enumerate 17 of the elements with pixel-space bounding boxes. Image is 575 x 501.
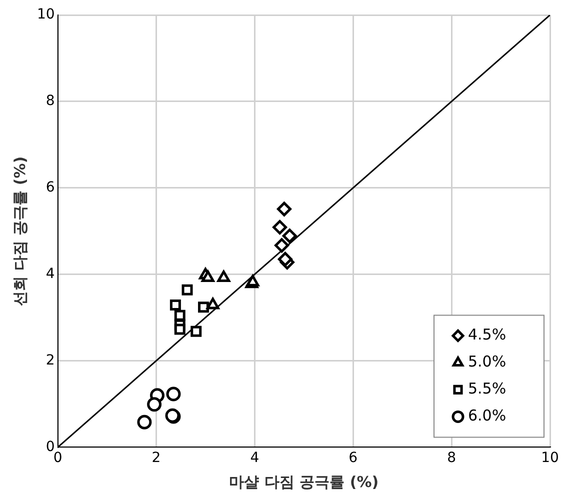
y-tick-label: 4 <box>46 266 55 282</box>
y-axis-title: 선회 다짐 공극률 (%) <box>10 156 29 306</box>
legend-label: 6.0% <box>468 406 506 425</box>
y-tick-label: 8 <box>46 93 55 110</box>
x-tick-label: 2 <box>152 450 161 466</box>
x-tick-label: 4 <box>250 450 260 466</box>
x-tick-label: 8 <box>447 450 456 466</box>
legend-label: 5.5% <box>468 380 506 398</box>
legend-label: 4.5% <box>468 326 506 344</box>
x-axis-title: 마샬 다짐 공극률 (%) <box>229 472 379 491</box>
x-tick-label: 10 <box>541 450 559 466</box>
x-tick-label: 6 <box>348 450 358 466</box>
legend-label: 5.0% <box>468 352 506 371</box>
y-tick-label: 2 <box>46 352 55 368</box>
y-tick-label: 6 <box>46 180 55 196</box>
y-tick-label: 0 <box>46 438 55 455</box>
y-tick-label: 10 <box>36 6 55 23</box>
